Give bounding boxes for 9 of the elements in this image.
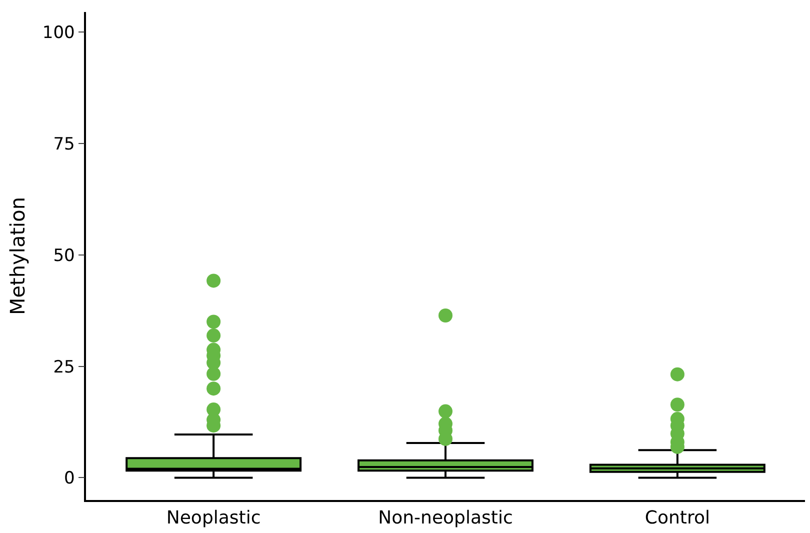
- y-tick-label: 50: [53, 246, 75, 266]
- x-tick-label: Neoplastic: [166, 507, 261, 528]
- y-tick-label: 25: [53, 357, 75, 378]
- x-tick-label: Non-neoplastic: [378, 507, 513, 528]
- y-tick-label: 0: [64, 468, 75, 489]
- x-tick-label: Control: [644, 507, 710, 528]
- y-axis-title: Methylation: [5, 196, 30, 316]
- y-tick-label: 75: [53, 134, 75, 154]
- y-tick-label: 100: [42, 23, 75, 43]
